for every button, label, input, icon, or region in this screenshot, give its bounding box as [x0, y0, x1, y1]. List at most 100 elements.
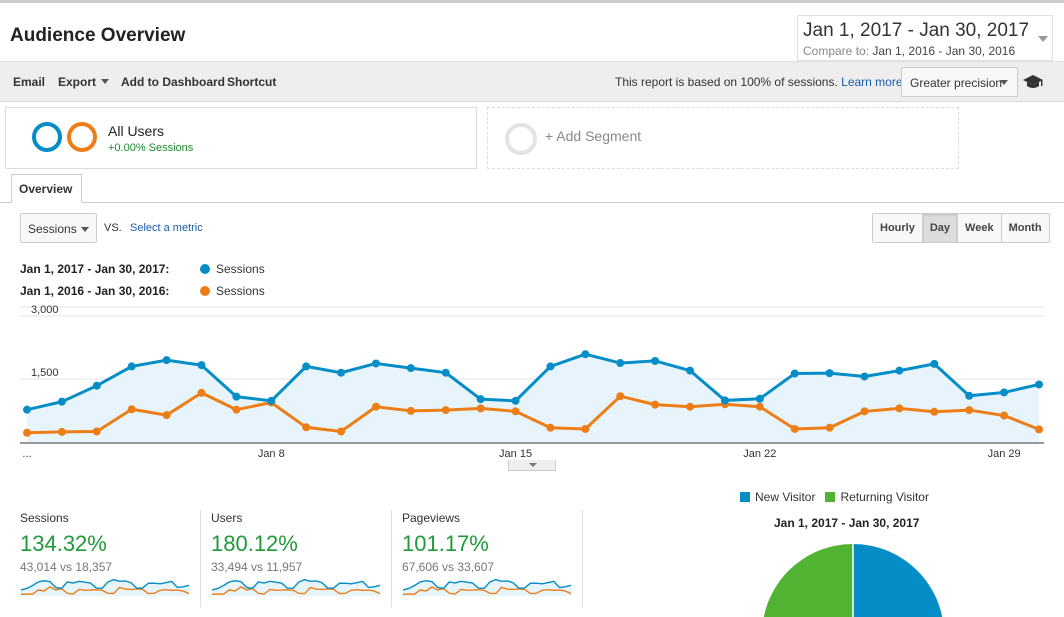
metric-dropdown[interactable]: Sessions: [20, 213, 97, 243]
segment-ring-icon: [32, 122, 62, 152]
sparkline-area: [212, 579, 380, 596]
data-point-previous: [895, 404, 904, 413]
series-line-previous: [26, 391, 1040, 435]
add-segment-button[interactable]: + Add Segment: [487, 107, 959, 169]
data-point-previous: [162, 411, 171, 420]
chevron-down-icon: [1000, 80, 1008, 85]
data-point-previous: [930, 407, 939, 416]
scorecard-sessions[interactable]: Sessions 134.32% 43,014 vs 18,357: [20, 510, 200, 607]
scorecard-users[interactable]: Users 180.12% 33,494 vs 11,957: [211, 510, 391, 607]
report-toolbar: Email Export Add to Dashboard Shortcut T…: [0, 61, 1064, 102]
chevron-down-icon: [81, 227, 89, 232]
scorecard-sub: 43,014 vs 18,357: [20, 560, 113, 574]
legend-series: Sessions: [216, 262, 265, 276]
scorecard-label: Sessions: [20, 511, 69, 525]
segment-all-users[interactable]: All Users +0.00% Sessions: [5, 107, 477, 169]
report-header: Audience Overview Jan 1, 2017 - Jan 30, …: [0, 3, 1064, 61]
data-point-previous: [1000, 411, 1009, 420]
learn-more-link[interactable]: Learn more: [841, 75, 903, 89]
add-to-dashboard-button[interactable]: Add to Dashboard: [121, 75, 225, 89]
sparkline-previous: [20, 586, 190, 595]
precision-dropdown[interactable]: Greater precision: [901, 67, 1018, 97]
chevron-down-icon: [101, 79, 110, 84]
chart-legend-current: Jan 1, 2017 - Jan 30, 2017: Sessions: [20, 262, 265, 276]
data-point-previous: [476, 404, 485, 413]
sparkline-previous: [211, 586, 381, 595]
data-point-current: [720, 396, 729, 405]
chart-collapse-handle[interactable]: [508, 460, 556, 471]
data-point-current: [162, 356, 171, 365]
data-point-current: [476, 395, 485, 404]
select-metric-link[interactable]: Select a metric: [130, 222, 203, 234]
segment-sub: +0.00% Sessions: [108, 142, 194, 154]
data-point-previous: [57, 427, 66, 436]
data-point-current: [92, 381, 101, 390]
data-point-previous: [302, 423, 311, 432]
granularity-day[interactable]: Day: [922, 214, 959, 242]
scorecard-value: 180.12%: [211, 531, 298, 556]
data-point-previous: [337, 427, 346, 436]
data-point-previous: [371, 402, 380, 411]
graduation-cap-icon[interactable]: [1022, 73, 1044, 91]
data-point-current: [1000, 388, 1009, 397]
data-point-current: [267, 396, 276, 405]
data-point-current: [790, 369, 799, 378]
pie-legend-returning: Returning Visitor: [840, 490, 929, 504]
pie-slice-new-visitor: [853, 544, 943, 617]
x-tick-label: ...: [22, 448, 31, 460]
data-point-previous: [511, 407, 520, 416]
data-point-current: [546, 362, 555, 371]
data-point-previous: [790, 424, 799, 433]
data-point-current: [23, 405, 31, 414]
legend-dot: [200, 264, 210, 274]
segment-name: All Users: [108, 123, 165, 139]
pie-slice-returning-visitor: [763, 544, 853, 617]
legend-series: Sessions: [216, 284, 265, 298]
data-point-current: [406, 364, 415, 373]
shortcut-button[interactable]: Shortcut: [227, 75, 277, 89]
series-area-current: [27, 354, 1039, 442]
granularity-month[interactable]: Month: [1001, 214, 1049, 242]
legend-dot: [200, 286, 210, 296]
data-point-previous: [651, 400, 660, 409]
tab-overview[interactable]: Overview: [11, 174, 82, 203]
sparkline: [20, 578, 190, 596]
export-button[interactable]: Export: [58, 75, 110, 89]
scorecard-divider: [582, 510, 583, 607]
scorecard-divider: [391, 510, 392, 607]
sparkline-area: [403, 579, 571, 596]
date-range-picker[interactable]: Jan 1, 2017 - Jan 30, 2017 Compare to: J…: [797, 15, 1053, 61]
tab-divider: [0, 202, 1064, 203]
add-segment-label: + Add Segment: [545, 128, 642, 144]
tab-label: Overview: [19, 182, 73, 196]
scorecard-value: 134.32%: [20, 531, 107, 556]
data-point-current: [337, 368, 346, 377]
data-point-current: [651, 356, 660, 365]
granularity-toggle: Hourly Day Week Month: [872, 213, 1050, 243]
data-point-previous: [92, 427, 101, 436]
data-point-current: [371, 359, 380, 368]
chevron-down-icon: [529, 463, 537, 467]
data-point-current: [860, 372, 869, 381]
top-border: [0, 0, 1064, 3]
data-point-current: [930, 359, 939, 368]
x-tick-label: Jan 8: [258, 448, 285, 460]
sparkline: [211, 578, 381, 596]
granularity-week[interactable]: Week: [958, 214, 1002, 242]
scorecard-label: Users: [211, 511, 243, 525]
sampling-note: This report is based on 100% of sessions…: [615, 75, 903, 89]
segment-ring-icon: [67, 122, 97, 152]
visitor-pie-chart: [763, 544, 943, 617]
sparkline-previous: [402, 586, 572, 595]
sparkline-area: [21, 579, 189, 596]
email-button[interactable]: Email: [13, 75, 46, 89]
granularity-hourly[interactable]: Hourly: [873, 214, 923, 242]
data-point-previous: [965, 406, 974, 415]
scorecard-pageviews[interactable]: Pageviews 101.17% 67,606 vs 33,607: [402, 510, 582, 607]
data-point-previous: [755, 402, 764, 411]
data-point-current: [127, 362, 136, 371]
x-tick-label: Jan 22: [743, 448, 776, 460]
pie-legend: New Visitor Returning Visitor: [740, 490, 929, 504]
data-point-current: [581, 350, 590, 359]
page-title: Audience Overview: [10, 25, 186, 46]
